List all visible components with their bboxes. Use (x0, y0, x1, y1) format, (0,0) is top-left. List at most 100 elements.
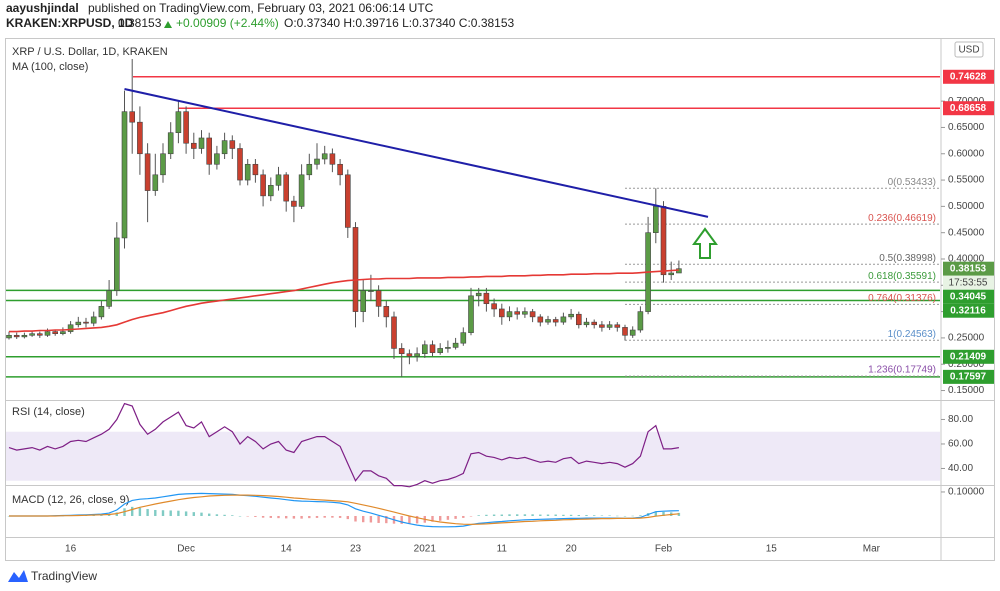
candle-body (391, 316, 397, 349)
macd-histogram-bar (323, 515, 326, 518)
macd-histogram-bar (146, 509, 149, 516)
candle-body (98, 306, 105, 318)
arrow-up (692, 227, 718, 259)
candle-body (529, 311, 536, 318)
macd-histogram-bar (177, 510, 180, 516)
candle-body (229, 140, 236, 149)
symbol: KRAKEN:XRPUSD, 1D (6, 16, 134, 30)
candle-body (352, 227, 359, 312)
macd-histogram-bar (546, 514, 550, 516)
macd-histogram-bar (616, 515, 619, 517)
price-tag (943, 261, 994, 276)
candle-body (283, 174, 290, 202)
currency-box[interactable] (954, 41, 984, 58)
price-tag (943, 69, 994, 84)
macd-histogram-bar (354, 515, 357, 522)
candle-body (452, 342, 459, 348)
macd-histogram-bar (639, 515, 642, 516)
candle-body (13, 334, 20, 338)
x-tick-label: 2021 (414, 544, 437, 555)
candle-body (591, 321, 598, 326)
price-tag-label: 0.21409 (950, 351, 987, 362)
candle-body (552, 319, 559, 323)
candle-body (606, 324, 613, 328)
candle-body (121, 111, 128, 239)
currency[interactable]: USD (958, 45, 979, 56)
price-tag-label: 0.68658 (950, 103, 987, 114)
candle-body (75, 321, 82, 326)
candle-body (599, 324, 605, 328)
candle-body (429, 344, 436, 353)
y-tick-label: 0.55000 (948, 175, 985, 186)
macd-title: MACD (12, 26, close, 9) (12, 494, 129, 506)
macd-histogram-bar (500, 514, 503, 516)
macd-histogram-bar (562, 514, 565, 516)
macd-histogram-bar (92, 515, 95, 517)
price-tag-label: 0.38153 (950, 263, 987, 274)
y-tick-label: 0.20000 (948, 359, 985, 370)
candle-body (421, 344, 428, 354)
y-tick-label: 80.00 (948, 414, 973, 425)
y-tick-label: 0.10000 (948, 487, 985, 498)
macd-line (9, 492, 679, 528)
y-tick-label: 0.45000 (948, 227, 985, 238)
candle-body (368, 290, 374, 292)
candle-body (291, 200, 297, 207)
macd-histogram-bar (246, 515, 249, 517)
macd-histogram-bar (238, 515, 242, 517)
macd-histogram-bar (346, 515, 349, 520)
candle-body (314, 158, 320, 165)
x-tick-label: 14 (281, 544, 293, 555)
x-tick-label: 15 (766, 544, 778, 555)
candle-body (414, 353, 420, 357)
countdown-tag (943, 275, 994, 290)
candle-body (106, 290, 112, 307)
macd-histogram-bar (508, 514, 511, 516)
logo (8, 570, 28, 582)
price-tag-label: 0.34045 (950, 291, 987, 302)
rsi-band (6, 431, 940, 481)
candle-body (198, 137, 205, 149)
candle-body (445, 347, 451, 349)
macd-histogram-bar (485, 514, 488, 516)
candle-body (614, 324, 621, 328)
y-tick-label: 0.65000 (948, 122, 985, 133)
macd-histogram-bar (631, 515, 634, 517)
macd-histogram-bar (131, 506, 134, 516)
x-tick-label: Feb (655, 544, 673, 555)
candle-body (306, 163, 313, 176)
macd-histogram-bar (677, 512, 681, 516)
y-tick-label: 60.00 (948, 439, 973, 450)
candle-body (160, 153, 166, 176)
fib-label: 0.236(0.46619) (868, 213, 936, 224)
up-icon (164, 21, 172, 28)
pane-title: XRP / U.S. Dollar, 1D, KRAKEN (12, 46, 168, 58)
candle-body (275, 174, 282, 186)
candle-body (475, 292, 482, 297)
price-tag-label: 0.17597 (950, 372, 987, 383)
x-tick-label: Mar (863, 544, 881, 555)
candle-body (637, 311, 644, 331)
candle-body (375, 290, 382, 307)
macd-histogram-bar (446, 515, 450, 520)
y-tick-label: 40.00 (948, 463, 973, 474)
footer-brand: TradingView (31, 569, 97, 583)
macd-histogram-bar (554, 514, 557, 516)
macd-histogram-bar (477, 515, 480, 516)
macd-histogram-bar (277, 515, 280, 519)
indicator-title: MA (100, close) (12, 61, 88, 73)
macd-histogram-bar (531, 514, 534, 516)
macd-histogram-bar (338, 515, 342, 518)
trendline (124, 88, 709, 218)
macd-histogram-bar (231, 515, 234, 516)
author: aayushjindal (6, 1, 79, 15)
price-tag-label: 0.32116 (950, 305, 986, 316)
macd-histogram-bar (331, 515, 334, 518)
countdown: 17:53:55 (949, 277, 988, 288)
macd-histogram-bar (200, 512, 203, 516)
candle-body (44, 331, 51, 336)
price-tag (943, 349, 994, 364)
candle-body (167, 132, 174, 155)
candle-body (652, 206, 659, 233)
candle-body (206, 137, 212, 165)
